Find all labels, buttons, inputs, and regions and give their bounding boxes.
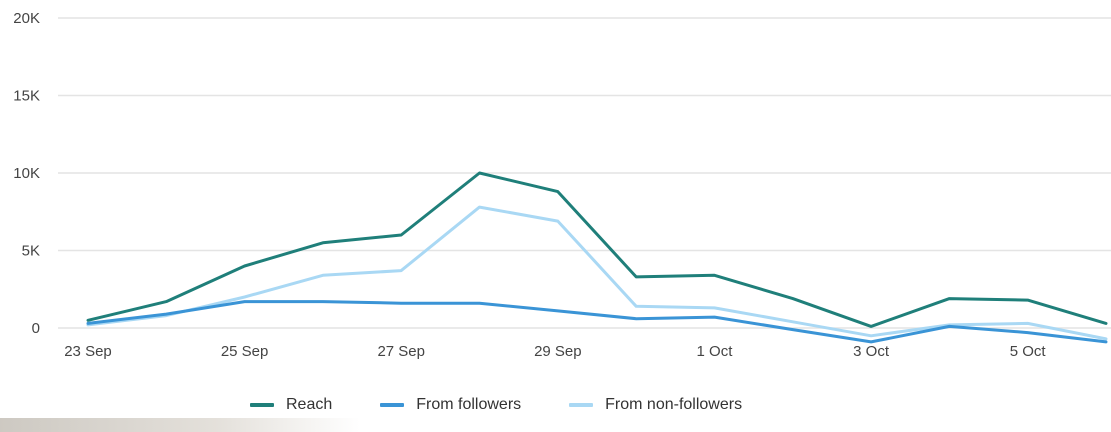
y-tick-label: 15K — [13, 88, 40, 105]
legend-item-from-followers: From followers — [380, 396, 521, 414]
series-line-from-followers — [86, 300, 1108, 344]
x-tick-label: 3 Oct — [853, 343, 890, 360]
line-chart: 0 5K 10K 15K 20K 23 Sep 25 Sep 27 Sep 29 Sep 1 Oc… — [13, 10, 1111, 360]
legend-swatch-reach — [250, 403, 274, 407]
legend-label-from-followers: From followers — [416, 396, 522, 413]
y-tick-label: 20K — [13, 10, 40, 27]
legend-swatch-from-followers — [380, 403, 405, 407]
x-tick-label: 1 Oct — [697, 343, 734, 360]
legend-label-from-non-followers: From non-followers — [605, 396, 743, 413]
series-line-from-non-followers — [86, 205, 1108, 341]
legend-item-from-non-followers: From non-followers — [569, 396, 742, 414]
x-tick-label: 25 Sep — [221, 343, 269, 360]
x-tick-label: 5 Oct — [1010, 343, 1047, 360]
y-tick-label: 10K — [13, 165, 40, 182]
series-line-reach — [86, 171, 1108, 328]
background-strip — [0, 418, 360, 432]
legend-item-reach: Reach — [250, 396, 332, 414]
y-tick-label: 0 — [32, 320, 40, 337]
legend: Reach From followers From non-followers — [250, 396, 742, 414]
y-tick-label: 5K — [22, 243, 40, 260]
legend-label-reach: Reach — [286, 396, 333, 413]
x-tick-label: 29 Sep — [534, 343, 582, 360]
x-tick-label: 27 Sep — [377, 343, 425, 360]
x-tick-label: 23 Sep — [64, 343, 112, 360]
legend-swatch-from-non-followers — [569, 403, 594, 407]
